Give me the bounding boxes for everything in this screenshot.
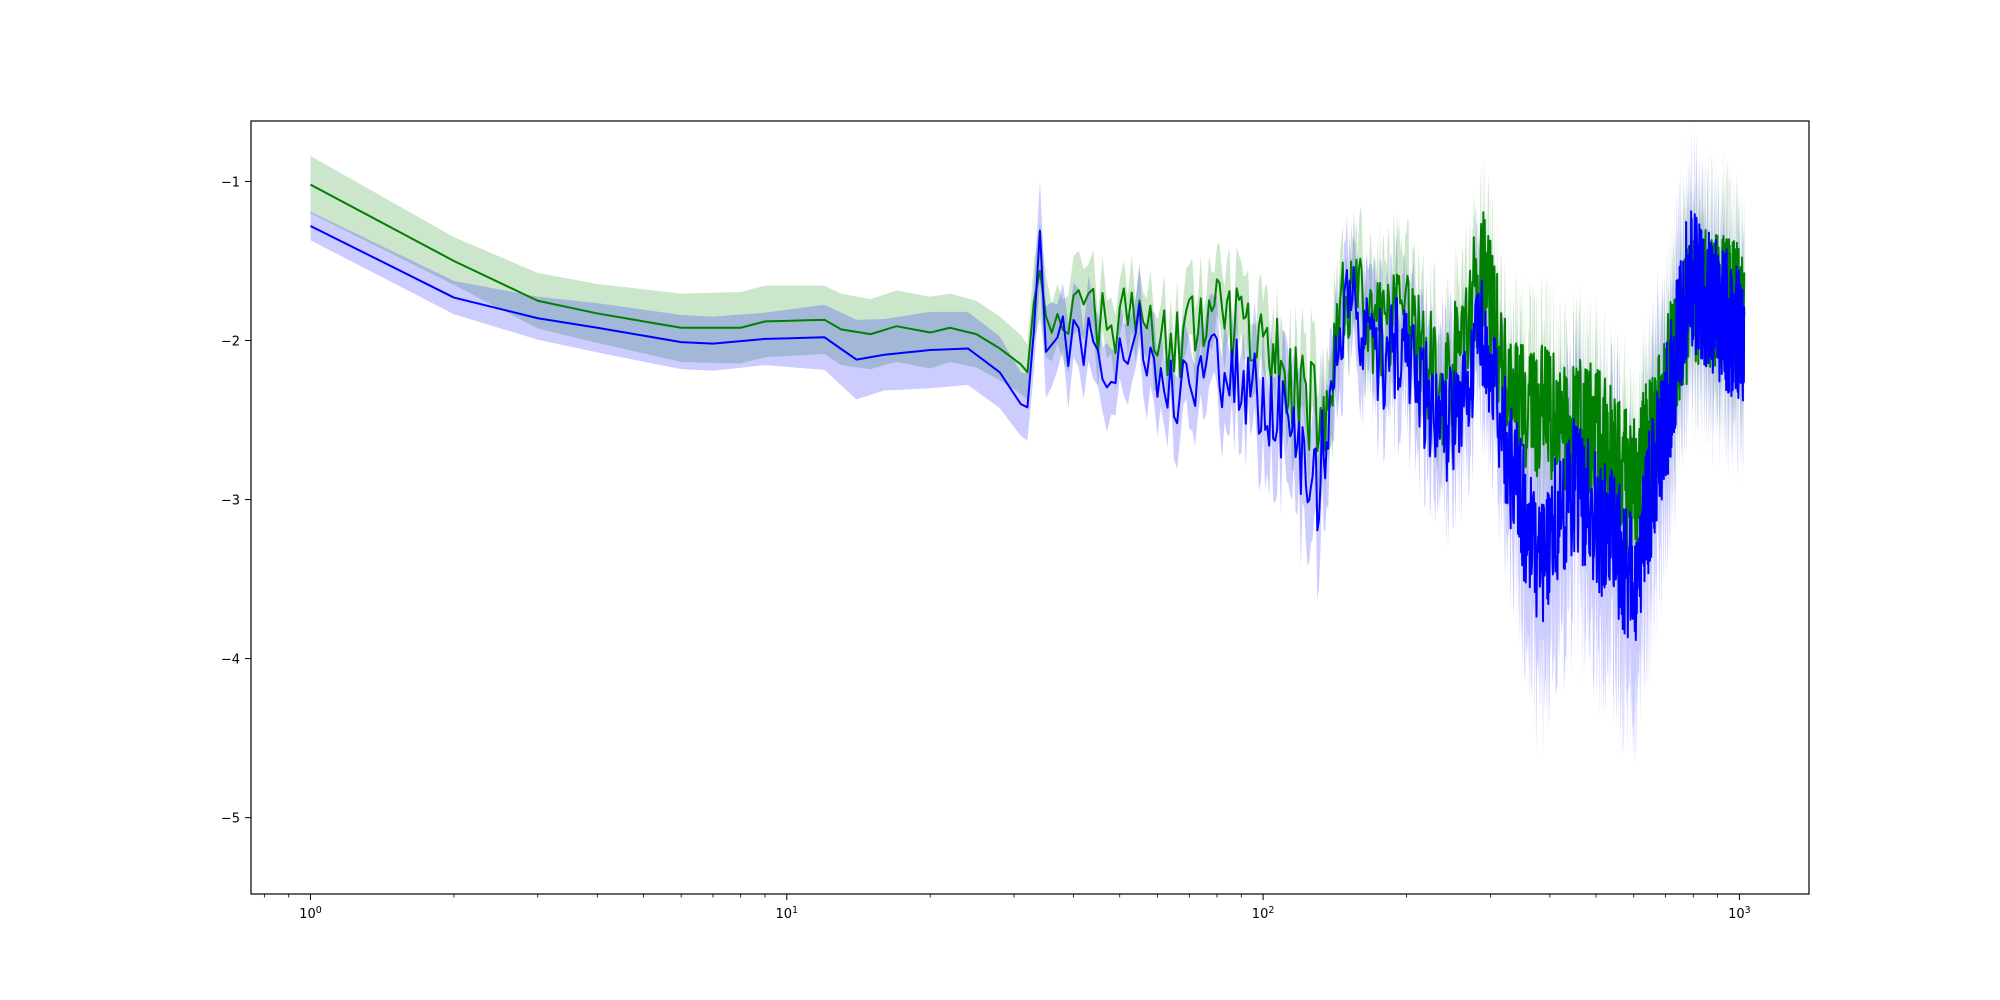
y-tick-label: −3 bbox=[221, 494, 240, 509]
x-tick-label: 101 bbox=[776, 905, 799, 923]
y-tick-label: −5 bbox=[221, 812, 240, 827]
series-1-band bbox=[310, 151, 1745, 625]
series-2-band bbox=[310, 116, 1745, 773]
series-lines bbox=[310, 183, 1746, 642]
axes-frame bbox=[250, 120, 1810, 895]
x-tick-label: 102 bbox=[1252, 905, 1275, 923]
x-axis-ticks: 100 101 102 103 bbox=[263, 894, 1751, 923]
series-2-line bbox=[310, 210, 1746, 642]
y-tick-label: −2 bbox=[221, 334, 240, 349]
y-axis-ticks: −1 −2 −3 −4 −5 bbox=[221, 175, 251, 827]
x-tick-label: 103 bbox=[1728, 905, 1751, 923]
confidence-bands bbox=[310, 116, 1745, 773]
y-tick-label: −4 bbox=[221, 653, 240, 668]
y-tick-label: −1 bbox=[221, 175, 240, 190]
x-tick-label: 100 bbox=[299, 905, 322, 923]
